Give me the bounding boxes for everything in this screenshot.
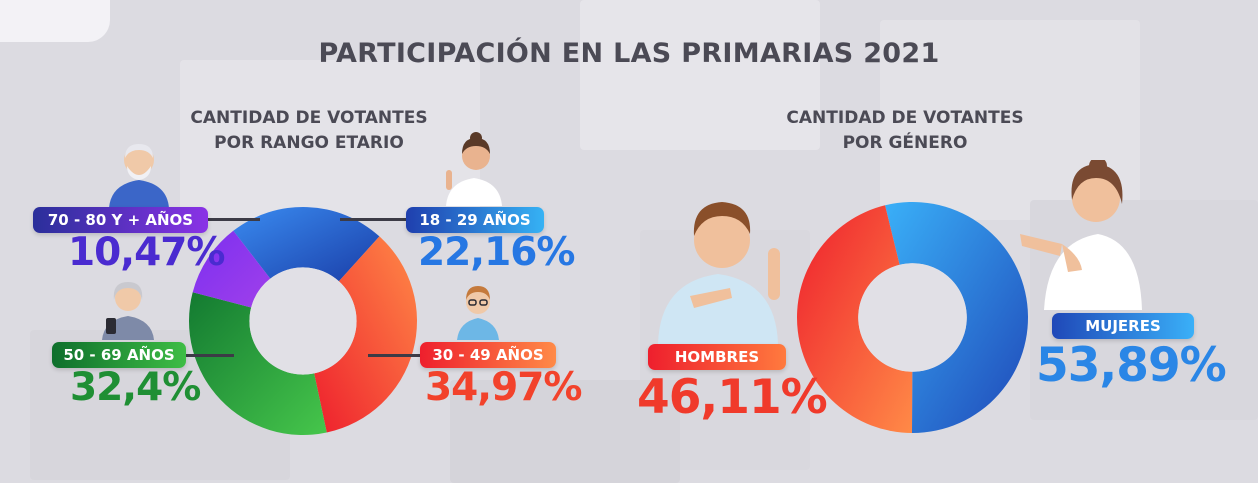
pct-18-29: 22,16% — [418, 230, 575, 275]
man-pointing-avatar — [658, 202, 780, 344]
bg-tile — [1030, 200, 1258, 420]
leader-line — [206, 218, 260, 221]
pct-hombres: 46,11% — [637, 370, 828, 425]
man-glasses-avatar — [457, 286, 499, 340]
leader-line — [180, 354, 234, 357]
pct-mujeres: 53,89% — [1036, 338, 1227, 393]
label-18-29: 18 - 29 AÑOS — [406, 207, 544, 233]
young-woman-avatar — [446, 132, 502, 206]
page-title: PARTICIPACIÓN EN LAS PRIMARIAS 2021 — [318, 38, 940, 69]
slice-50-69 — [188, 292, 327, 435]
age-subtitle-line2: POR RANGO ETARIO — [214, 133, 404, 153]
age-subtitle-line1: CANTIDAD DE VOTANTES — [190, 108, 428, 128]
label-mujeres: MUJERES — [1052, 313, 1194, 339]
donut-hole — [249, 267, 357, 375]
label-30-49: 30 - 49 AÑOS — [420, 342, 556, 368]
gender-subtitle-line2: POR GÉNERO — [842, 133, 968, 153]
slice-70-80 — [192, 230, 271, 308]
age-chart-subtitle: CANTIDAD DE VOTANTES POR RANGO ETARIO — [168, 106, 450, 156]
slice-18-29 — [233, 207, 380, 282]
bg-tile — [450, 380, 680, 483]
bg-tile — [180, 60, 480, 220]
label-70-80: 70 - 80 Y + AÑOS — [33, 207, 208, 233]
leader-line — [340, 218, 414, 221]
age-donut-chart — [188, 207, 417, 435]
slice-hombres — [797, 205, 913, 433]
woman-pointing-avatar — [1020, 160, 1142, 310]
bg-tile — [0, 0, 110, 42]
donut-hole — [858, 263, 967, 372]
label-50-69: 50 - 69 AÑOS — [52, 342, 186, 368]
older-woman-avatar — [102, 282, 154, 340]
pct-50-69: 32,4% — [70, 365, 201, 410]
gender-donut-chart — [797, 201, 1028, 433]
slice-30-49 — [314, 236, 417, 433]
bg-tile — [580, 0, 820, 150]
leader-line — [368, 354, 420, 357]
pct-30-49: 34,97% — [425, 365, 582, 410]
label-hombres: HOMBRES — [648, 344, 786, 370]
slice-mujeres — [885, 201, 1028, 433]
elderly-man-avatar — [109, 144, 169, 208]
gender-subtitle-line1: CANTIDAD DE VOTANTES — [786, 108, 1024, 128]
gender-chart-subtitle: CANTIDAD DE VOTANTES POR GÉNERO — [755, 106, 1055, 156]
pct-70-80: 10,47% — [68, 230, 225, 275]
